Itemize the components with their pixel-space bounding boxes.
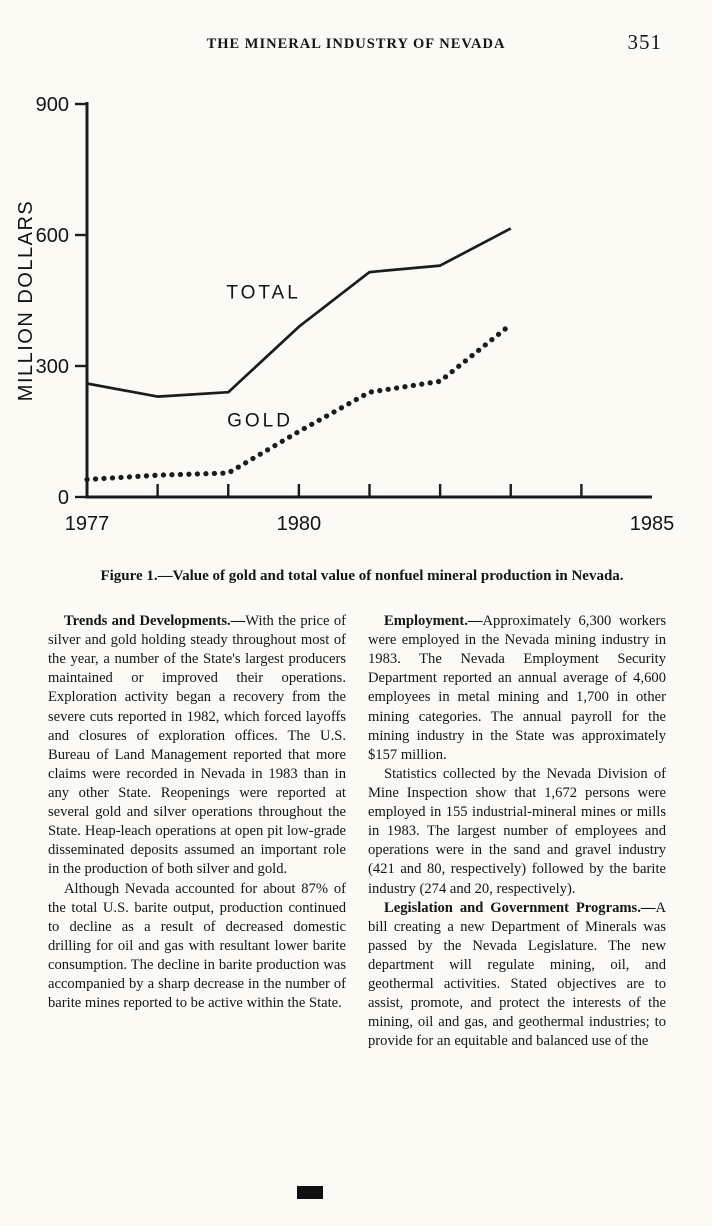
paragraph-trends: Trends and Developments.—With the price … [48,612,346,880]
run-in-heading: Trends and Developments.— [64,613,246,629]
svg-text:GOLD: GOLD [227,410,293,431]
svg-text:MILLION DOLLARS: MILLION DOLLARS [15,200,37,401]
article-body: Trends and Developments.—With the price … [48,612,666,1052]
svg-text:900: 900 [36,94,69,116]
paragraph-statistics: Statistics collected by the Nevada Divis… [368,765,666,899]
svg-text:600: 600 [36,225,69,247]
figure-1: 0 300 600 900 1977 1980 1985 MILLION DOLLARS TOT… [12,92,712,585]
svg-text:1977: 1977 [65,513,110,535]
paragraph-employment: Employment.—Approximately 6,300 workers … [368,612,666,765]
svg-text:1980: 1980 [277,513,322,535]
page-header: THE MINERAL INDUSTRY OF NEVADA 351 [0,0,712,70]
paragraph-legislation: Legislation and Government Programs.—A b… [368,899,666,1052]
figure-caption: Figure 1.—Value of gold and total value … [100,568,624,584]
paragraph-text: With the price of silver and gold holdin… [48,613,346,878]
paragraph-text: Approximately 6,300 workers were employe… [368,613,666,763]
svg-text:TOTAL: TOTAL [226,282,300,303]
left-column: Trends and Developments.—With the price … [48,612,346,1052]
svg-text:0: 0 [58,487,69,509]
svg-text:1985: 1985 [630,513,675,535]
right-column: Employment.—Approximately 6,300 workers … [368,612,666,1052]
page-number: 351 [627,30,662,54]
running-head: THE MINERAL INDUSTRY OF NEVADA [206,36,506,52]
paragraph-text: Statistics collected by the Nevada Divis… [368,765,666,897]
paragraph-barite: Although Nevada accounted for about 87% … [48,880,346,1014]
svg-text:300: 300 [36,356,69,378]
scan-artifact-mark [297,1186,323,1199]
paragraph-text: A bill creating a new Department of Mine… [368,899,666,1050]
paragraph-text: Although Nevada accounted for about 87% … [48,880,346,1012]
run-in-heading: Employment.— [384,613,483,629]
figure1-line-chart: 0 300 600 900 1977 1980 1985 MILLION DOLLARS TOT… [15,94,675,535]
run-in-heading: Legislation and Government Programs.— [384,899,656,916]
